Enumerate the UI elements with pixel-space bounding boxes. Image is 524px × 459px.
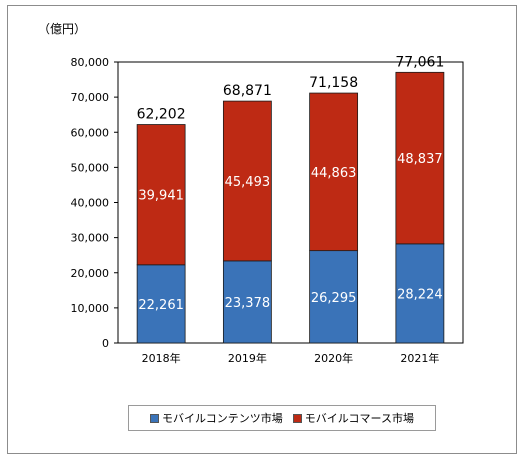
data-label: 23,378 [225, 296, 271, 311]
x-tick-label: 2018年 [142, 351, 181, 365]
data-label: 48,837 [397, 152, 443, 167]
bar-segment [136, 264, 186, 344]
bar-segment [395, 243, 445, 344]
legend-label-commerce: モバイルコマース市場 [304, 412, 414, 425]
data-label: 45,493 [225, 175, 271, 190]
y-tick-label: 70,000 [71, 91, 110, 104]
axes: 0 10,000 20,000 30,000 40,000 50,000 60,000 70,… [71, 56, 464, 365]
chart-frame [7, 5, 517, 454]
data-label: 28,224 [397, 287, 443, 302]
data-label: 39,941 [138, 189, 184, 204]
bar-segment [309, 250, 359, 344]
total-label: 71,158 [309, 75, 358, 91]
y-tick-label: 50,000 [71, 161, 110, 174]
bars [136, 71, 445, 344]
legend-item-commerce: モバイルコマース市場 [292, 410, 414, 426]
bar-segment [395, 71, 445, 245]
bar-segment [136, 124, 186, 266]
data-label: 26,295 [311, 291, 357, 306]
x-tick-label: 2020年 [314, 351, 353, 365]
legend: モバイルコンテンツ市場 モバイルコマース市場 [128, 405, 436, 431]
x-tick-label: 2019年 [228, 351, 267, 365]
bar-segment [222, 260, 272, 344]
data-label: 22,261 [138, 298, 184, 313]
x-tick-label: 2021年 [400, 351, 439, 365]
y-tick-label: 60,000 [71, 126, 110, 139]
y-tick-label: 30,000 [71, 232, 110, 245]
legend-swatch-commerce [292, 413, 302, 423]
y-tick-label: 20,000 [71, 267, 110, 280]
y-tick-label: 40,000 [71, 197, 110, 210]
y-tick-label: 10,000 [71, 302, 110, 315]
y-tick-label: 80,000 [71, 56, 110, 69]
legend-label-contents: モバイルコンテンツ市場 [161, 412, 283, 425]
legend-item-contents: モバイルコンテンツ市場 [149, 410, 283, 426]
labels: 22,261 39,941 62,202 23,378 45,493 68,871 26,2… [137, 54, 445, 313]
total-label: 68,871 [223, 83, 272, 99]
total-label: 62,202 [137, 107, 186, 123]
legend-swatch-contents [149, 413, 159, 423]
y-axis-unit-label: （億円） [38, 22, 86, 36]
y-tick-label: 0 [102, 337, 109, 350]
total-label: 77,061 [395, 54, 444, 70]
bar-segment [222, 100, 272, 262]
data-label: 44,863 [311, 166, 357, 181]
bar-segment [309, 92, 359, 252]
